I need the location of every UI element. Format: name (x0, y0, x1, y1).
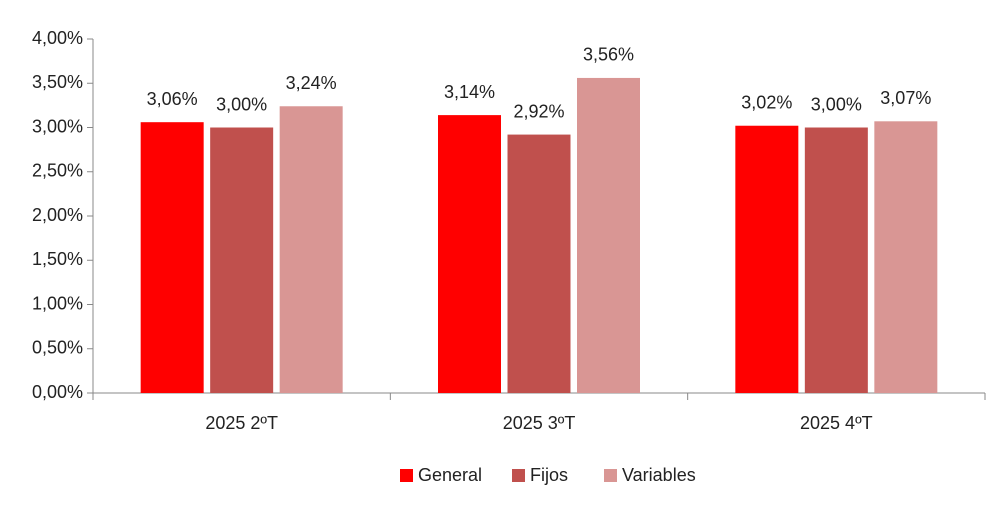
y-tick-label: 1,50% (32, 249, 83, 269)
y-tick-label: 1,00% (32, 293, 83, 313)
data-label: 3,06% (147, 89, 198, 109)
legend-label: Fijos (530, 465, 568, 485)
bar (735, 125, 799, 393)
bar (438, 115, 501, 394)
y-tick-label: 3,50% (32, 72, 83, 92)
data-label: 3,24% (286, 73, 337, 93)
data-label: 3,07% (880, 88, 931, 108)
data-label: 3,02% (741, 92, 792, 112)
bar (279, 106, 343, 393)
legend-swatch (604, 469, 617, 482)
data-label: 3,00% (811, 94, 862, 114)
y-tick-label: 2,00% (32, 205, 83, 225)
data-label: 3,14% (444, 82, 495, 102)
bar (210, 127, 274, 393)
x-tick-label: 2025 2ºT (205, 413, 278, 433)
legend-label: Variables (622, 465, 696, 485)
bar (507, 134, 571, 393)
x-tick-label: 2025 4ºT (800, 413, 873, 433)
legend-swatch (512, 469, 525, 482)
y-tick-label: 0,50% (32, 338, 83, 358)
legend-swatch (400, 469, 413, 482)
y-tick-label: 3,00% (32, 116, 83, 136)
y-tick-label: 2,50% (32, 161, 83, 181)
data-label: 3,00% (216, 94, 267, 114)
data-label: 2,92% (513, 101, 564, 121)
bar (577, 77, 640, 393)
legend-label: General (418, 465, 482, 485)
bar (140, 122, 204, 393)
x-tick-label: 2025 3ºT (503, 413, 576, 433)
bar (874, 121, 938, 394)
bar (804, 127, 868, 393)
y-tick-label: 4,00% (32, 28, 83, 48)
data-label: 3,56% (583, 45, 634, 65)
y-tick-label: 0,00% (32, 382, 83, 402)
